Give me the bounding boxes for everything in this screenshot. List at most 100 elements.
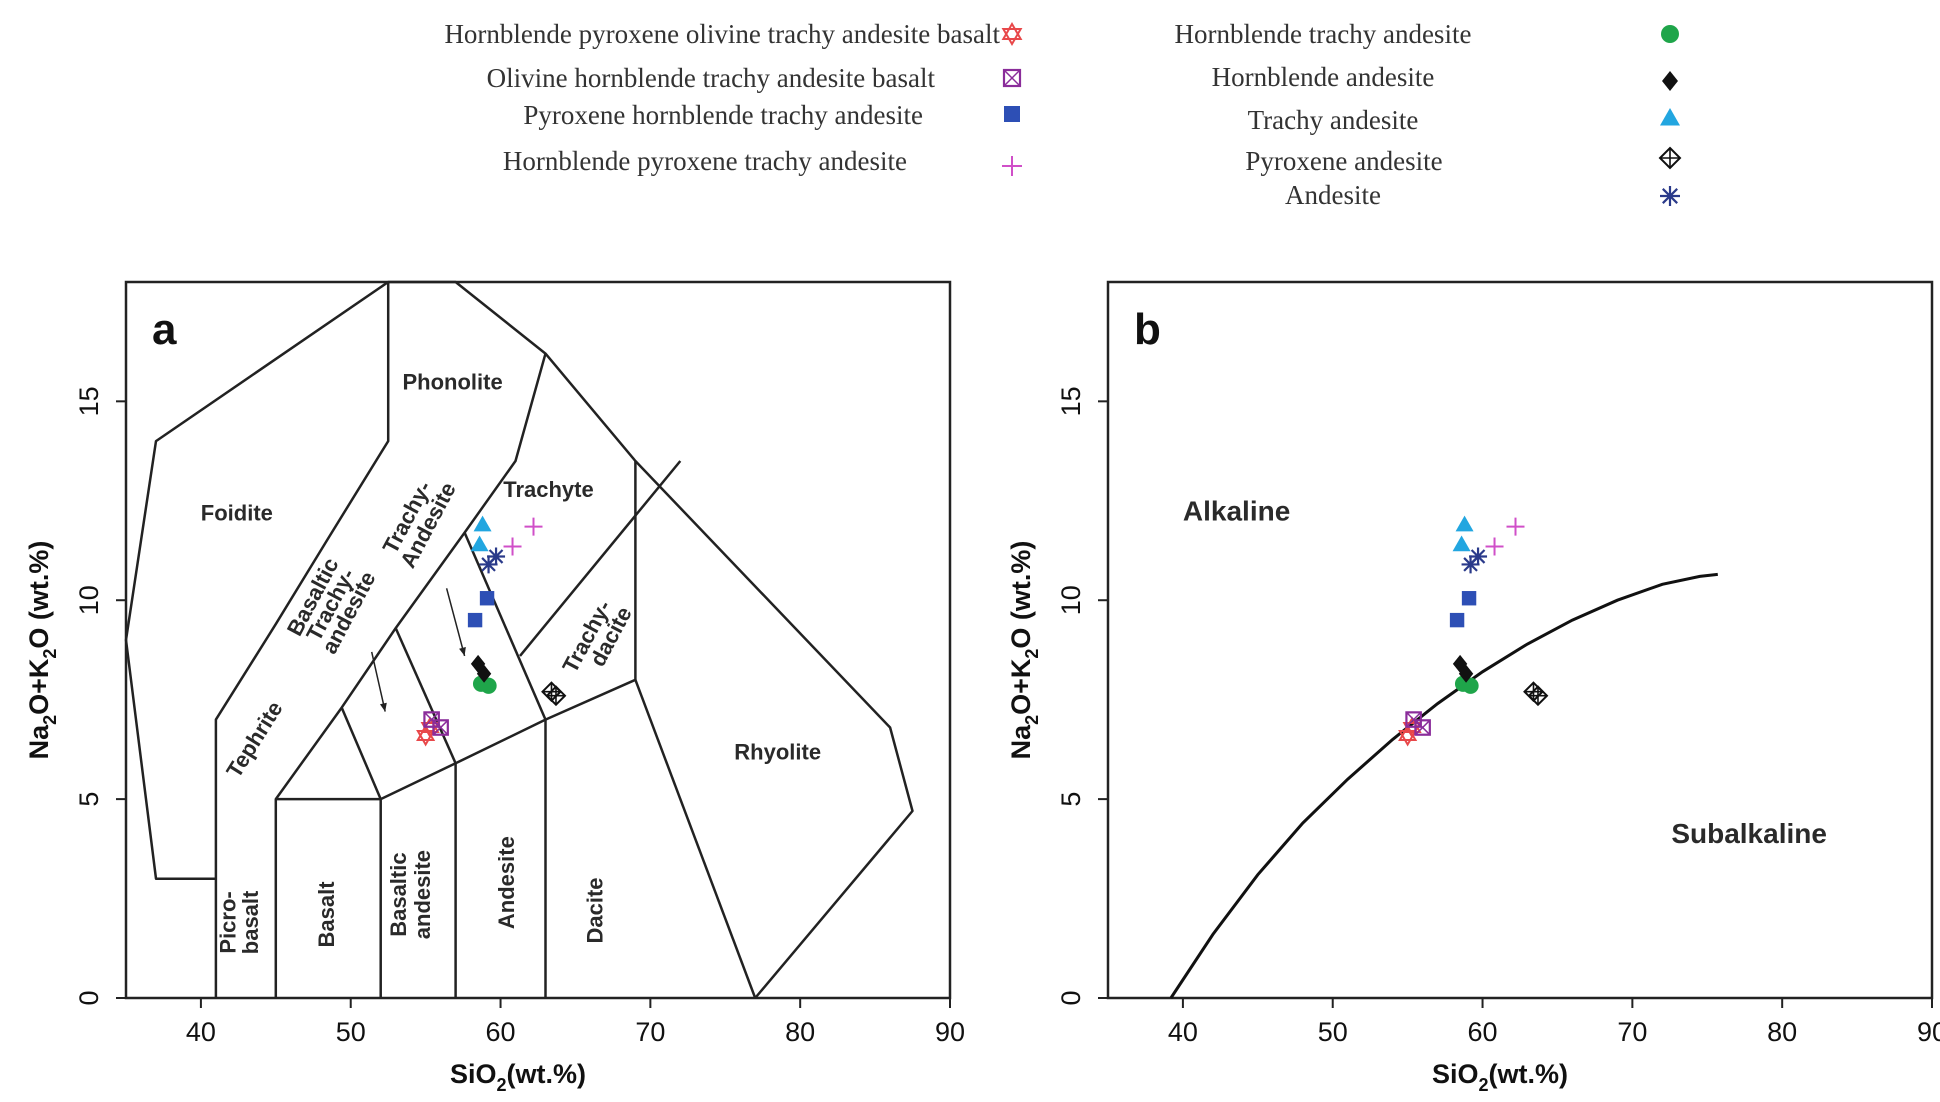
trend-arrow-line <box>445 588 466 657</box>
y-tick-label: 5 <box>1056 792 1086 807</box>
x-tick-label: 90 <box>1917 1017 1940 1047</box>
point-square <box>467 612 483 628</box>
point-square <box>1449 612 1465 628</box>
basaltic-andesite-label-line1: Basaltic <box>386 852 411 936</box>
alkaline-subalkaline-divider <box>1169 572 1718 999</box>
legend-symbol-crossed-square <box>1002 68 1022 88</box>
y-tick-label: 15 <box>1056 386 1086 416</box>
point-triangle <box>1452 535 1471 552</box>
foidite-label: Foidite <box>201 501 273 526</box>
panel-letter: b <box>1134 305 1161 354</box>
x-tick-label: 40 <box>186 1017 216 1047</box>
x-tick-label: 50 <box>336 1017 366 1047</box>
x-axis-title: SiO2(wt.%) <box>450 1059 586 1095</box>
point-star-of-david <box>1398 724 1418 747</box>
phonolite-label: Phonolite <box>402 369 502 394</box>
point-plus <box>1506 517 1525 536</box>
point-diamond <box>476 664 492 683</box>
field-boundary <box>519 460 682 657</box>
trachyte-label: Trachyte <box>503 477 594 502</box>
field-boundary <box>379 461 637 998</box>
legend-label: Olivine hornblende trachy andesite basal… <box>487 63 936 93</box>
legend-label: Hornblende andesite <box>1212 62 1435 92</box>
x-tick-label: 80 <box>1767 1017 1797 1047</box>
y-tick-label: 0 <box>1056 990 1086 1005</box>
field-boundary <box>634 679 757 999</box>
tephrite-label: Tephrite <box>221 697 287 782</box>
y-axis-title: Na2O+K2O (wt.%) <box>1006 541 1042 760</box>
x-tick-label: 70 <box>1617 1017 1647 1047</box>
field-boundary <box>463 532 547 721</box>
legend-symbol-plus <box>1002 156 1022 176</box>
point-plus <box>1485 537 1504 556</box>
andesite-label: Andesite <box>494 836 519 929</box>
tas-diagram-panel: FoiditePhonoliteTrachyteTrachy-AndesiteB… <box>24 280 965 1095</box>
tas-field-boundaries <box>124 280 914 999</box>
point-plus <box>503 537 522 556</box>
point-plus <box>524 517 543 536</box>
x-tick-label: 60 <box>1468 1017 1498 1047</box>
field-boundary <box>214 282 390 998</box>
legend-symbol-crossed-diamond <box>1658 146 1682 170</box>
point-crossed-diamond <box>545 685 567 707</box>
legend-label: Andesite <box>1285 180 1381 210</box>
axis-ticks: 40 50 60 70 80 90 0 5 10 15 <box>74 386 965 1047</box>
point-star-of-david <box>416 724 436 747</box>
y-axis-title: Na2O+K2O (wt.%) <box>24 541 60 760</box>
x-tick-label: 70 <box>635 1017 665 1047</box>
plot-frame <box>1106 280 1934 1000</box>
trend-arrow-head <box>459 646 466 656</box>
y-tick-label: 0 <box>74 990 104 1005</box>
legend-symbol-star-of-david <box>1001 22 1023 46</box>
data-points <box>1398 515 1549 747</box>
plot-frame <box>124 280 952 1000</box>
x-tick-label: 50 <box>1318 1017 1348 1047</box>
basaltic-andesite-label-line2: andesite <box>410 850 435 939</box>
x-axis-title: SiO2(wt.%) <box>1432 1059 1568 1095</box>
panel-letter: a <box>152 305 177 354</box>
legend-symbol-square <box>1004 106 1020 122</box>
point-crossed-square <box>432 719 449 736</box>
point-asterisk <box>487 547 506 566</box>
legend-label: Pyroxene hornblende trachy andesite <box>523 100 923 130</box>
trend-arrow-line <box>370 651 386 712</box>
legend-symbol-asterisk <box>1660 186 1680 206</box>
y-tick-label: 10 <box>1056 585 1086 615</box>
point-crossed-square <box>1414 719 1431 736</box>
field-boundary <box>394 627 457 764</box>
legend-symbol-triangle <box>1660 108 1680 126</box>
picrobasalt-label-line1: Picro- <box>215 891 240 953</box>
point-square <box>1461 591 1477 606</box>
x-tick-label: 80 <box>785 1017 815 1047</box>
y-tick-label: 10 <box>74 585 104 615</box>
point-triangle <box>473 515 492 532</box>
point-asterisk <box>479 555 498 574</box>
legend-symbol-diamond <box>1662 71 1678 91</box>
legend-label: Pyroxene andesite <box>1245 146 1442 176</box>
picrobasalt-label-line2: basalt <box>238 890 263 954</box>
x-tick-label: 40 <box>1168 1017 1198 1047</box>
rhyolite-label: Rhyolite <box>734 739 821 764</box>
dacite-label: Dacite <box>582 877 607 943</box>
legend-label: Hornblende pyroxene trachy andesite <box>503 146 907 176</box>
legend-label: Hornblende pyroxene olivine trachy andes… <box>444 19 1000 49</box>
x-tick-label: 90 <box>935 1017 965 1047</box>
point-diamond <box>1458 664 1474 683</box>
point-crossed-diamond <box>1527 685 1549 707</box>
data-points <box>416 515 567 747</box>
x-tick-label: 60 <box>486 1017 516 1047</box>
point-square <box>479 591 495 606</box>
subalkaline-label: Subalkaline <box>1671 818 1827 849</box>
point-asterisk <box>1461 555 1480 574</box>
y-tick-label: 5 <box>74 792 104 807</box>
legend-label: Trachy andesite <box>1248 105 1419 135</box>
axis-ticks: 40 50 60 70 80 90 0 5 10 15 <box>1056 386 1940 1047</box>
point-asterisk <box>1469 547 1488 566</box>
alkaline-subalkaline-panel: 40 50 60 70 80 90 0 5 10 15 b Alkaline Subalkalin… <box>1006 280 1940 1095</box>
tas-field-labels: FoiditePhonoliteTrachyteTrachy-AndesiteB… <box>201 369 821 954</box>
y-tick-label: 15 <box>74 386 104 416</box>
field-boundary <box>340 707 382 800</box>
legend-label: Hornblende trachy andesite <box>1175 19 1472 49</box>
legend: Hornblende pyroxene olivine trachy andes… <box>444 19 1682 210</box>
